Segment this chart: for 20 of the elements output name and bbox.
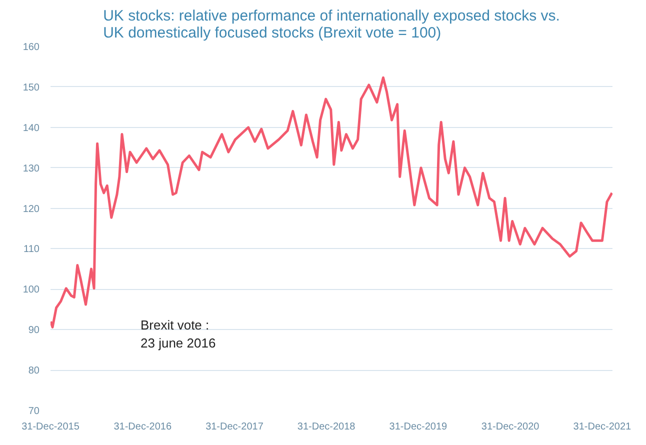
x-tick-label: 31-Dec-2017 bbox=[206, 422, 264, 432]
x-tick-label: 31-Dec-2020 bbox=[481, 422, 540, 432]
y-tick-label: 70 bbox=[28, 406, 40, 417]
chart-title: UK stocks: relative performance of internationally exposed stocks vs. UK domestically focused stocks (Brexit vote = 100) bbox=[103, 8, 560, 42]
y-tick-label: 160 bbox=[22, 42, 40, 53]
y-tick-label: 130 bbox=[22, 163, 40, 174]
x-tick-label: 31-Dec-2015 bbox=[22, 422, 80, 432]
y-tick-label: 120 bbox=[22, 204, 40, 215]
y-tick-label: 80 bbox=[28, 366, 40, 377]
y-tick-label: 90 bbox=[28, 325, 40, 336]
y-tick-label: 150 bbox=[22, 82, 40, 94]
y-tick-label: 110 bbox=[24, 244, 40, 256]
x-tick-label: 31-Dec-2018 bbox=[297, 422, 356, 432]
line-series bbox=[50, 76, 612, 328]
x-tick-label: 31-Dec-2016 bbox=[114, 422, 172, 432]
y-tick-label: 140 bbox=[22, 122, 40, 134]
x-tick-label: 31-Dec-2019 bbox=[389, 422, 448, 432]
annotation: Brexit vote : 23 june 2016 bbox=[140, 318, 216, 350]
y-tick-label: 100 bbox=[22, 284, 40, 296]
x-tick-label: 31-Dec-2021 bbox=[573, 422, 632, 432]
